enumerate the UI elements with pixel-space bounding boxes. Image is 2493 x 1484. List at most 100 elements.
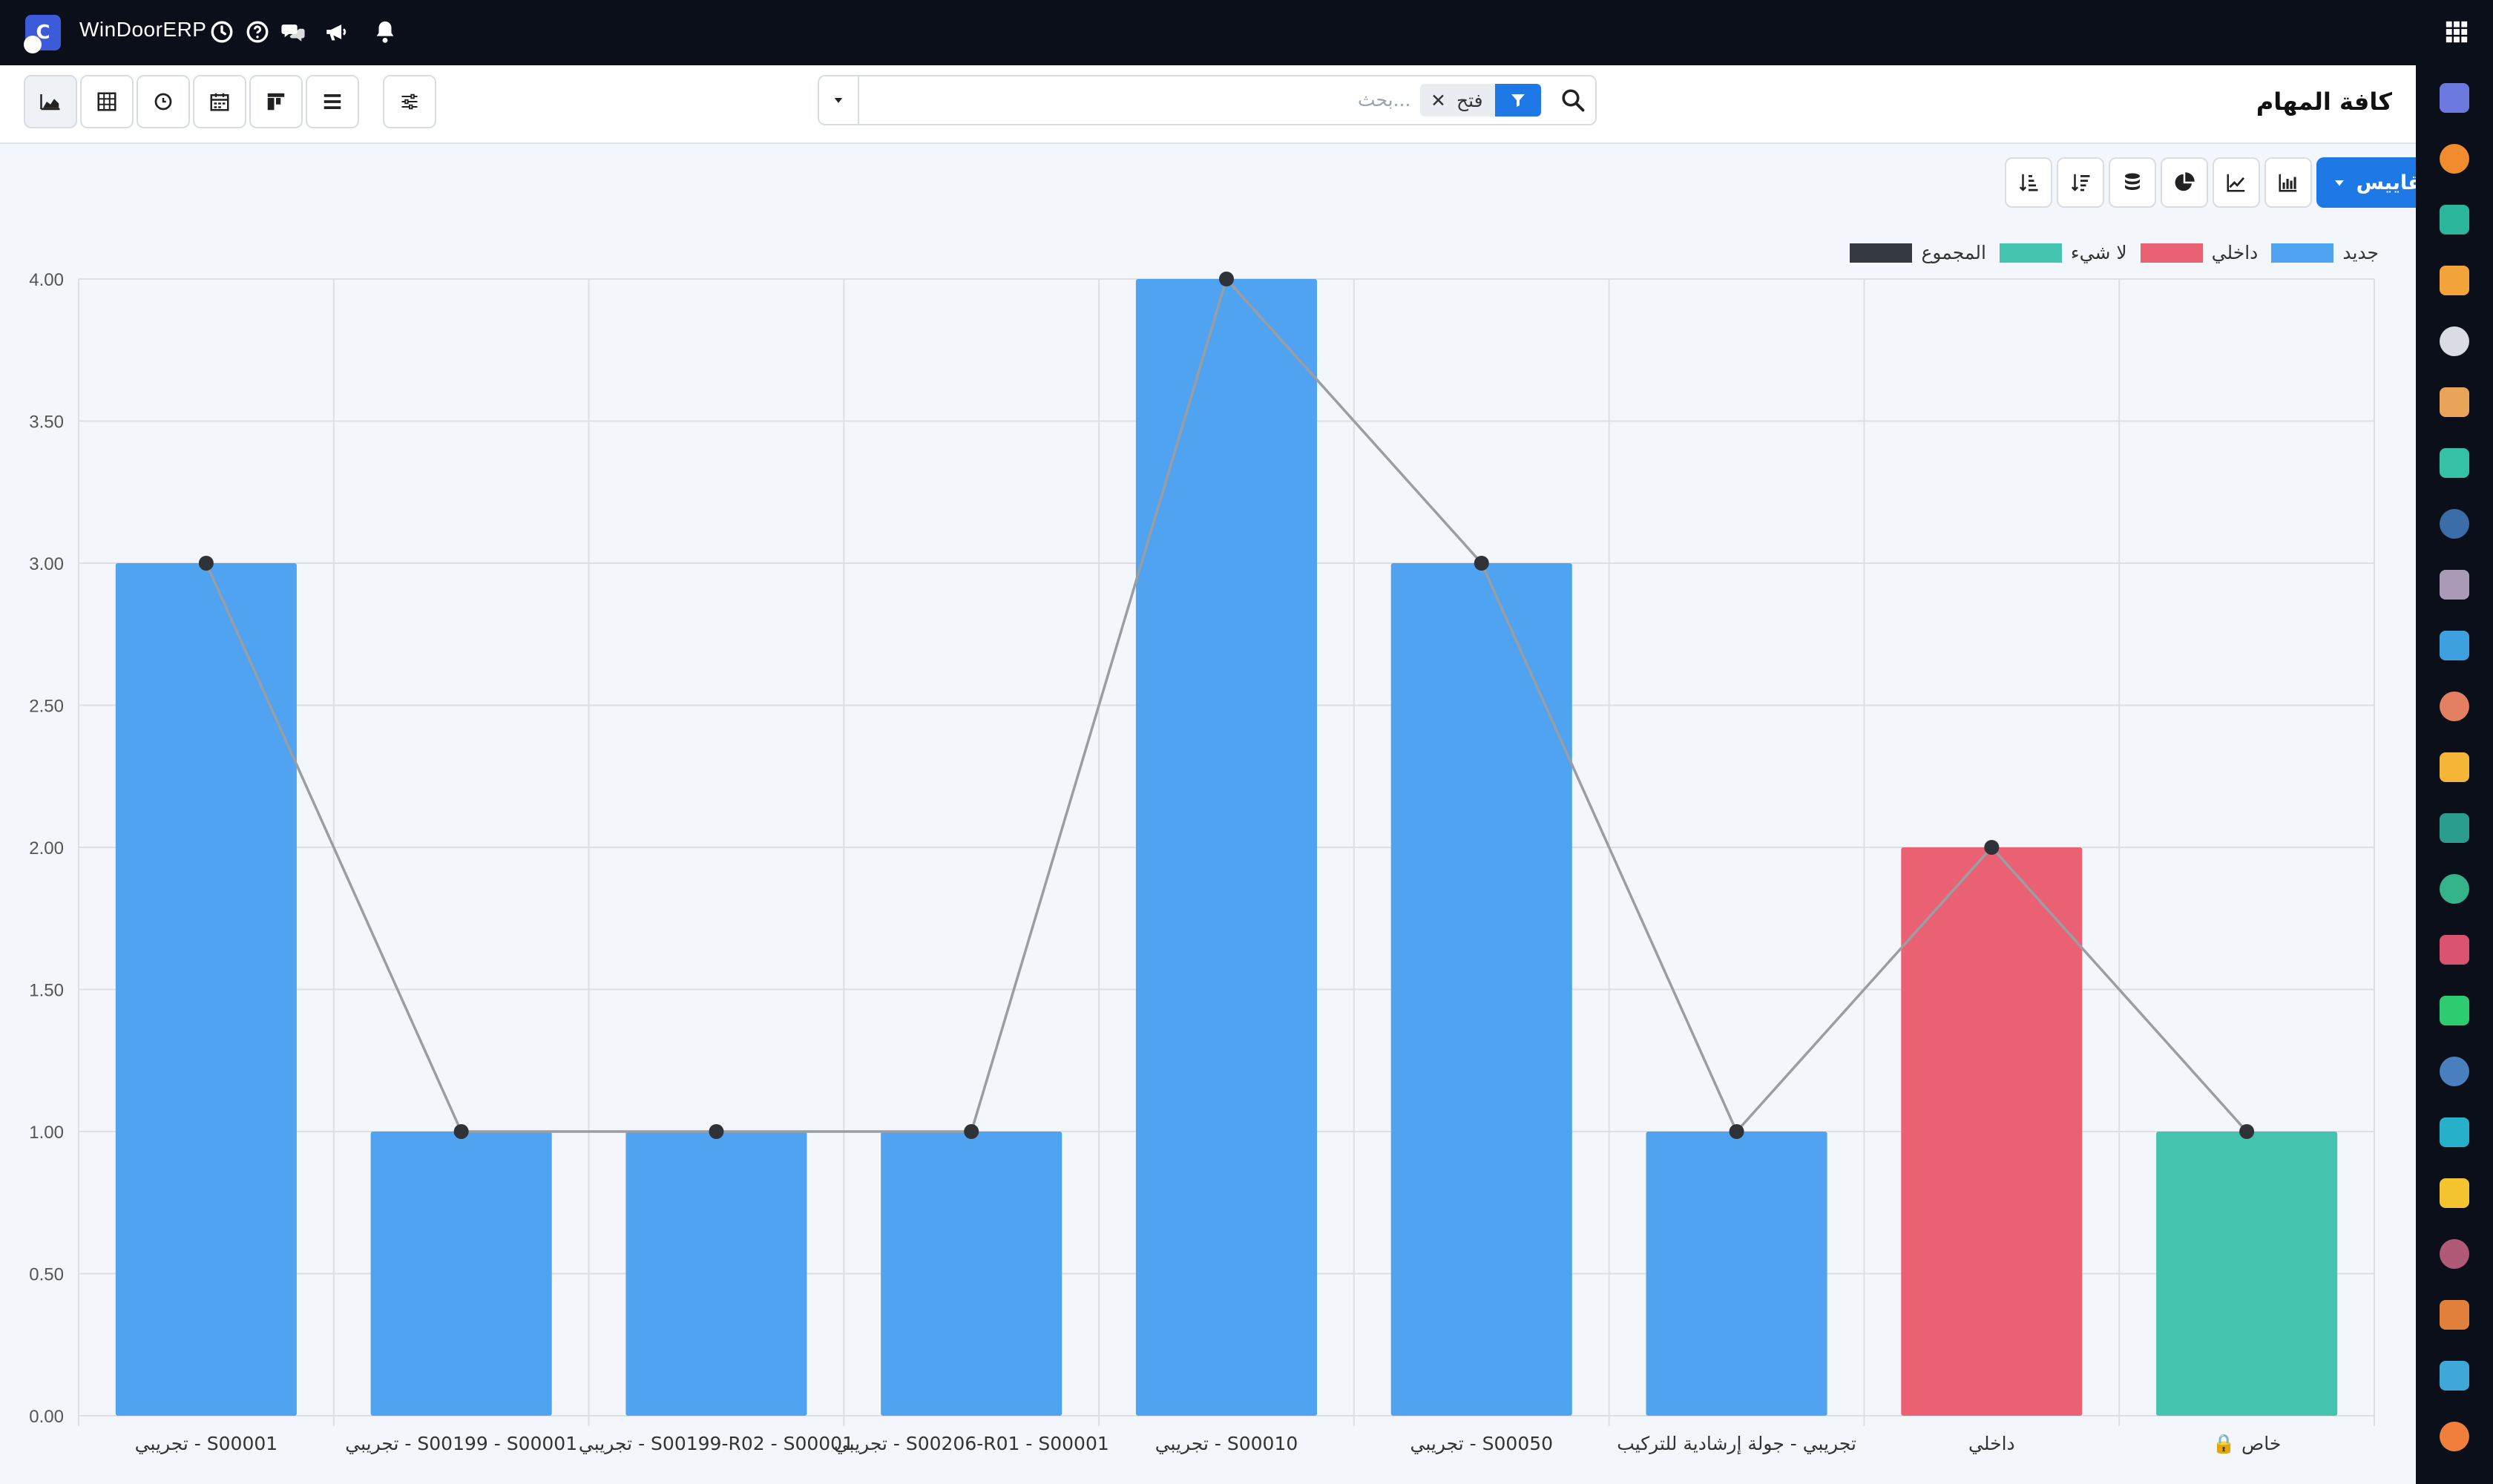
- legend-label: داخلي: [2211, 242, 2259, 263]
- invoicing-app-icon[interactable]: [2440, 631, 2469, 660]
- mail-app-icon[interactable]: [2440, 83, 2469, 113]
- total-series-point: [1219, 272, 1234, 286]
- app-name[interactable]: WinDoorERP: [79, 18, 207, 41]
- telegram-app-icon[interactable]: [2440, 1178, 2469, 1208]
- modules-app-icon[interactable]: [2440, 1422, 2469, 1451]
- x-tick-label: تجريبي - S00010: [1155, 1433, 1298, 1454]
- line-chart-icon: [2227, 174, 2244, 192]
- sliders-icon: [401, 93, 418, 110]
- bar-chart-icon: [2279, 174, 2296, 192]
- chart-bar: [370, 1132, 552, 1416]
- megaphone-icon[interactable]: [323, 19, 349, 45]
- clock-icon[interactable]: [209, 19, 234, 45]
- legend-item[interactable]: لا شيء: [1999, 242, 2127, 263]
- total-series-point: [1984, 840, 2000, 855]
- search-input[interactable]: بحث...: [1358, 89, 1411, 111]
- website-app-icon[interactable]: [2440, 1117, 2469, 1147]
- app-sidebar: [2416, 65, 2493, 1484]
- caret-down-icon: [834, 98, 843, 103]
- x-tick-label: تجريبي - S00206-R01 - S00001: [834, 1433, 1109, 1454]
- y-tick-label: 2.00: [29, 838, 64, 858]
- chat-icon[interactable]: [280, 19, 306, 45]
- legend-label: المجموع: [1921, 242, 1986, 263]
- inventory2-app-icon[interactable]: [2440, 1300, 2469, 1330]
- y-tick-label: 0.50: [29, 1265, 64, 1285]
- kanban-view-button[interactable]: [249, 75, 303, 128]
- payments-app-icon[interactable]: [2440, 1239, 2469, 1269]
- packages-app-icon[interactable]: [2440, 570, 2469, 600]
- apps-grid-icon[interactable]: [2444, 19, 2469, 45]
- search-icon[interactable]: [1560, 87, 1586, 114]
- product-app-icon[interactable]: [2440, 326, 2469, 356]
- facet-remove-icon[interactable]: ✕: [1431, 89, 1446, 111]
- discuss-app-icon[interactable]: [2440, 144, 2469, 174]
- calendar-icon: [210, 93, 229, 111]
- planning-app-icon[interactable]: [2440, 1057, 2469, 1086]
- total-series-point: [709, 1124, 724, 1139]
- search-options-toggle[interactable]: [819, 76, 859, 124]
- sort-descending-icon: [2071, 174, 2090, 191]
- view-settings-button[interactable]: [383, 75, 436, 128]
- total-series-point: [1729, 1124, 1744, 1139]
- contacts-app-icon[interactable]: [2440, 387, 2469, 417]
- chart-bar: [2156, 1132, 2338, 1416]
- stacked-button[interactable]: [2108, 157, 2156, 208]
- x-tick-label: تجريبي - S00199 - S00001: [345, 1433, 577, 1454]
- x-tick-label: 🔒 خاص: [2213, 1433, 2281, 1454]
- inventory-app-icon[interactable]: [2440, 205, 2469, 234]
- chart-bar: [1135, 279, 1318, 1416]
- chart-bar: [1390, 563, 1572, 1416]
- tasks-app-icon[interactable]: [2440, 448, 2469, 478]
- graph-view-button[interactable]: [24, 75, 77, 128]
- legend-label: جديد: [2342, 242, 2379, 263]
- legend-swatch: [2271, 243, 2334, 263]
- chart-bar: [625, 1132, 807, 1416]
- calendar-app-icon[interactable]: [2440, 752, 2469, 782]
- x-tick-label: تجريبي - S00001: [135, 1433, 278, 1454]
- crm-app-icon[interactable]: [2440, 874, 2469, 904]
- employees-app-icon[interactable]: [2440, 692, 2469, 721]
- y-tick-label: 0.00: [29, 1407, 64, 1427]
- sort-ascending-button[interactable]: [2004, 157, 2052, 208]
- stats-app-icon[interactable]: [2440, 1361, 2469, 1391]
- area-chart-icon: [40, 94, 60, 111]
- company-logo[interactable]: C: [24, 15, 61, 53]
- legend-item[interactable]: داخلي: [2140, 242, 2259, 263]
- calendar-view-button[interactable]: [193, 75, 246, 128]
- x-tick-label: داخلي: [1968, 1433, 2015, 1454]
- help-icon[interactable]: [245, 19, 270, 45]
- list-view-button[interactable]: [306, 75, 359, 128]
- search-facet: ✕ فتح: [1420, 84, 1541, 116]
- bell-icon[interactable]: [372, 19, 398, 45]
- sort-ascending-icon: [2019, 174, 2038, 191]
- chart-legend: المجموع لا شيء داخلي جديد: [1850, 242, 2379, 263]
- legend-swatch: [1999, 243, 2062, 263]
- list-icon: [323, 94, 341, 109]
- legend-item[interactable]: المجموع: [1850, 242, 1986, 263]
- chart-toolbar: المقاييس: [2004, 157, 2469, 208]
- total-series-point: [198, 556, 214, 571]
- y-tick-label: 1.00: [29, 1123, 64, 1143]
- whatsapp-app-icon[interactable]: [2440, 996, 2469, 1025]
- activity-view-button[interactable]: [137, 75, 190, 128]
- top-navbar: C WinDoorERP: [0, 0, 2493, 65]
- line-chart-button[interactable]: [2212, 157, 2260, 208]
- knowledge-app-icon[interactable]: [2440, 509, 2469, 539]
- filter-icon: [1494, 84, 1541, 116]
- dashboard-app-icon[interactable]: [2440, 935, 2469, 965]
- sign-app-icon[interactable]: [2440, 813, 2469, 843]
- total-series-point: [453, 1124, 469, 1139]
- pie-chart-button[interactable]: [2160, 157, 2208, 208]
- search-bar[interactable]: بحث... ✕ فتح: [818, 75, 1597, 125]
- y-tick-label: 2.50: [29, 697, 64, 717]
- page-title[interactable]: كافة المهام: [2256, 88, 2392, 116]
- bar-chart-button[interactable]: [2264, 157, 2312, 208]
- reports-app-icon[interactable]: [2440, 266, 2469, 295]
- total-series-point: [964, 1124, 979, 1139]
- sort-descending-button[interactable]: [2056, 157, 2104, 208]
- chart-bar: [115, 563, 297, 1416]
- clock-icon: [154, 93, 172, 111]
- pivot-view-button[interactable]: [80, 75, 134, 128]
- legend-item[interactable]: جديد: [2271, 242, 2379, 263]
- legend-swatch: [2140, 243, 2203, 263]
